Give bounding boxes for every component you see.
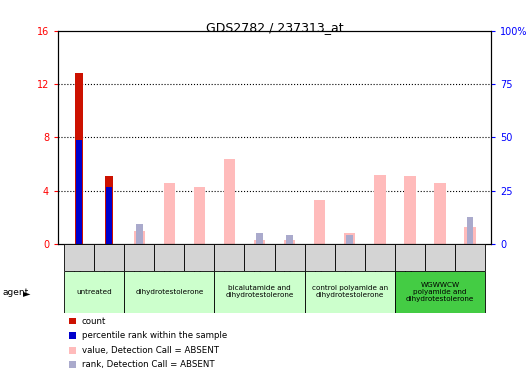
Bar [455,244,485,271]
Bar [105,176,114,244]
Bar [395,244,425,271]
Bar [256,233,263,244]
Text: control polyamide an
dihydrotestolerone: control polyamide an dihydrotestolerone [312,285,388,298]
Bar [434,182,446,244]
Bar [284,240,295,244]
Text: dihydrotestolerone: dihydrotestolerone [135,289,203,295]
Bar [124,244,154,271]
Text: value, Detection Call = ABSENT: value, Detection Call = ABSENT [82,346,219,355]
Bar [244,244,275,271]
Bar [467,217,473,244]
Bar [224,159,235,244]
Bar [214,244,244,271]
Text: bicalutamide and
dihydrotestolerone: bicalutamide and dihydrotestolerone [225,285,294,298]
Bar [344,233,355,244]
Bar [404,176,416,244]
Bar [305,271,395,313]
Text: WGWWCW
polyamide and
dihydrotestolerone: WGWWCW polyamide and dihydrotestolerone [406,282,474,302]
Bar [184,244,214,271]
Bar [314,200,325,244]
Bar [346,235,353,244]
Bar [374,175,385,244]
Bar [214,271,305,313]
Bar [75,73,83,244]
Text: untreated: untreated [76,289,112,295]
Text: count: count [82,316,106,326]
Bar [134,230,145,244]
Text: agent: agent [3,288,29,297]
Bar [275,244,305,271]
Bar [305,244,335,271]
Text: ►: ► [23,288,31,298]
Bar [194,187,205,244]
Bar [464,227,476,244]
Bar [64,244,94,271]
Text: rank, Detection Call = ABSENT: rank, Detection Call = ABSENT [82,360,214,369]
Bar [425,244,455,271]
Bar [64,271,124,313]
Bar [286,235,293,244]
Bar [164,182,175,244]
Bar [107,187,112,244]
Text: percentile rank within the sample: percentile rank within the sample [82,331,227,340]
Bar [154,244,184,271]
Bar [94,244,124,271]
Bar [77,140,82,244]
Text: GDS2782 / 237313_at: GDS2782 / 237313_at [206,21,343,34]
Bar [335,244,365,271]
Bar [395,271,485,313]
Bar [124,271,214,313]
Bar [136,224,143,244]
Bar [254,240,265,244]
Bar [365,244,395,271]
